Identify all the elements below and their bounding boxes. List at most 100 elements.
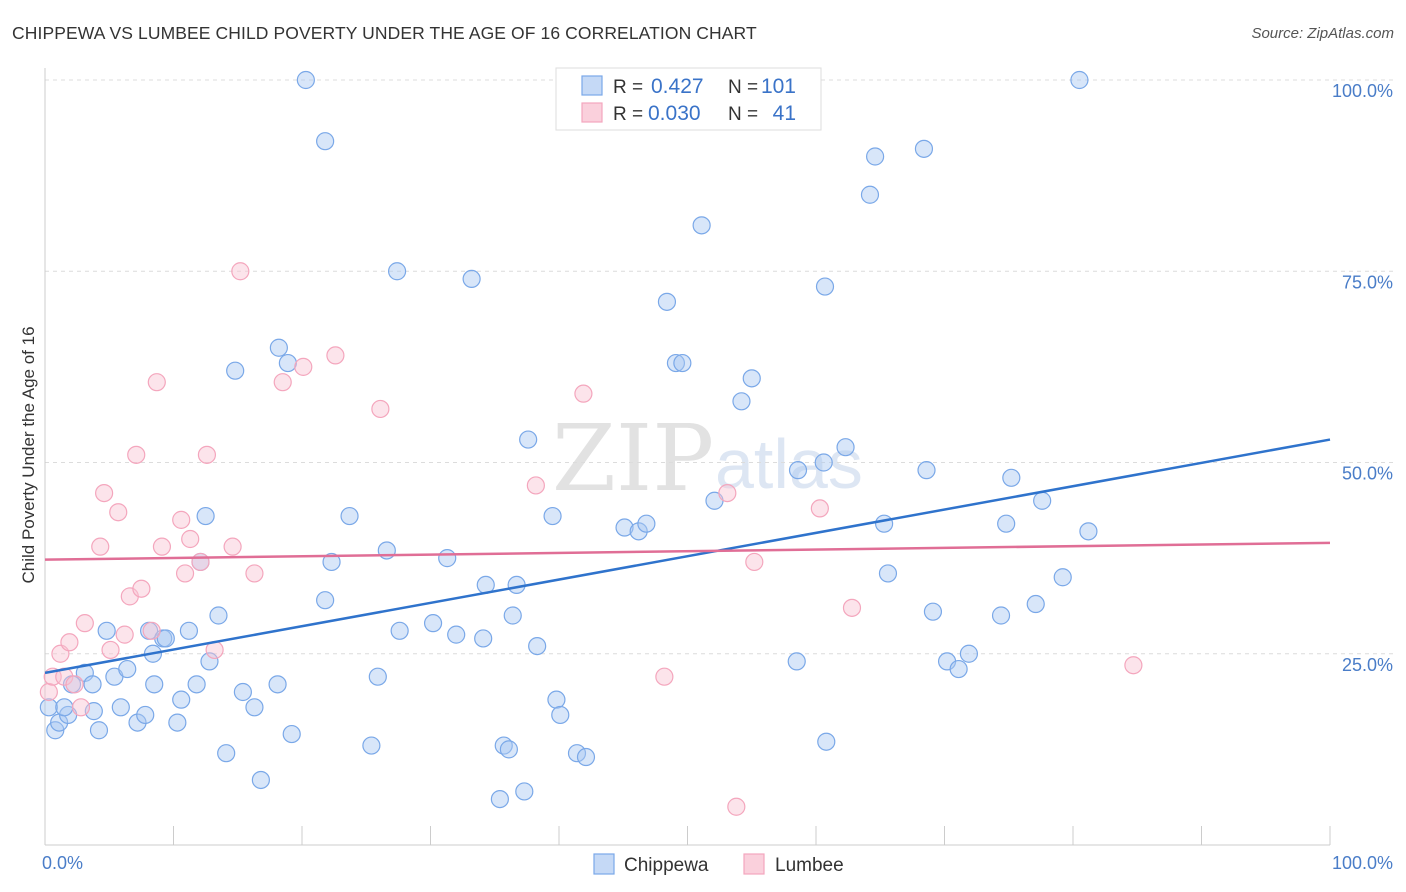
lumbee-point [727,797,746,816]
chippewa-point [787,652,806,671]
stats-r-label-chippewa: R = [613,77,643,98]
chippewa-point [519,430,538,449]
chippewa-point [316,591,335,610]
stats-n-value-lumbee: 41 [773,102,796,125]
chippewa-point [997,514,1016,533]
lumbee-point [245,564,264,583]
lumbee-point [231,262,250,281]
chippewa-point [282,724,301,744]
lumbee-points [39,262,1143,816]
chippewa-point [576,747,596,767]
chippewa-point [547,690,566,709]
lumbee-point [718,484,737,503]
chippewa-point [732,392,751,411]
chippewa-point [866,147,885,166]
legend-label-chippewa: Chippewa [624,855,709,876]
chippewa-point [368,667,387,686]
stats-r-value-chippewa: 0.427 [651,75,704,98]
chippewa-point [551,705,570,725]
lumbee-point [745,552,764,572]
chippewa-point [217,744,236,763]
trend-lines [44,438,1331,675]
chippewa-point [136,705,155,725]
chippewa-point [474,629,493,648]
stats-n-label-chippewa: N = [728,77,758,98]
chippewa-point [914,139,934,158]
chippewa-point [387,262,407,281]
lumbee-point [223,537,242,556]
chippewa-point [917,461,936,480]
chippewa-trend-line [44,438,1331,675]
chippewa-point [111,698,130,717]
lumbee-point [115,625,134,644]
chippewa-point [959,644,979,663]
chippewa-point [245,698,264,717]
watermark: ZIP atlas [552,405,863,512]
chippewa-point [1070,70,1089,90]
lumbee-point [574,384,593,403]
y-tick-label: 25.0% [1342,655,1393,675]
lumbee-point [810,499,829,518]
chippewa-point [226,361,245,380]
chippewa-point [499,740,518,759]
watermark-atlas: atlas [715,425,863,503]
chippewa-points [39,70,1098,809]
lumbee-point [127,445,146,464]
chippewa-point [991,606,1011,625]
lumbee-point [326,346,345,365]
y-tick-label: 50.0% [1342,464,1393,484]
chippewa-point [629,522,648,541]
y-axis-title: Child Poverty Under the Age of 16 [19,326,38,583]
stats-swatch-lumbee [581,102,603,123]
chippewa-point [949,659,968,679]
chippewa-point [97,621,116,640]
chippewa-point [269,338,288,357]
y-tick-label: 75.0% [1342,272,1393,292]
chippewa-point [251,770,270,790]
chippewa-point [1002,468,1021,487]
chippewa-point [296,70,315,90]
chippewa-point [278,353,297,373]
chippewa-point [1079,522,1098,541]
chippewa-point [340,506,359,526]
chippewa-point [923,602,943,621]
tick-labels: 25.0% 50.0% 75.0% 100.0% 0.0% 100.0% [42,81,1393,873]
legend-label-lumbee: Lumbee [775,855,844,876]
stats-n-value-chippewa: 101 [761,75,796,98]
chippewa-point [814,453,833,472]
lumbee-point [71,698,91,717]
chippewa-point [673,353,692,373]
chippewa-point [490,789,509,809]
lumbee-point [655,667,674,686]
chippewa-point [145,675,164,694]
chippewa-point [200,652,219,671]
x-tick-label-max: 100.0% [1332,853,1393,873]
lumbee-point [101,640,120,660]
chippewa-point [567,744,587,763]
lumbee-point [142,621,161,640]
lumbee-point [60,633,79,652]
chippewa-point [55,698,74,717]
chippewa-point [156,629,175,648]
chippewa-point [817,732,836,751]
lumbee-point [181,529,200,549]
chippewa-point [637,514,656,533]
lumbee-point [65,675,84,694]
chippewa-point [118,659,137,679]
chippewa-point [503,606,522,625]
lumbee-point [197,445,217,464]
lumbee-point [191,552,210,572]
chippewa-point [878,564,898,583]
chippewa-point [390,621,409,640]
lumbee-point [172,510,191,529]
chippewa-point [179,621,199,640]
chippewa-point [168,713,187,732]
chippewa-point [860,185,880,204]
lumbee-point [526,476,545,495]
lumbee-point [152,537,172,556]
chippewa-point [447,625,466,644]
chippewa-point [128,713,147,732]
stats-swatch-chippewa [581,75,603,96]
chippewa-point [89,721,109,740]
